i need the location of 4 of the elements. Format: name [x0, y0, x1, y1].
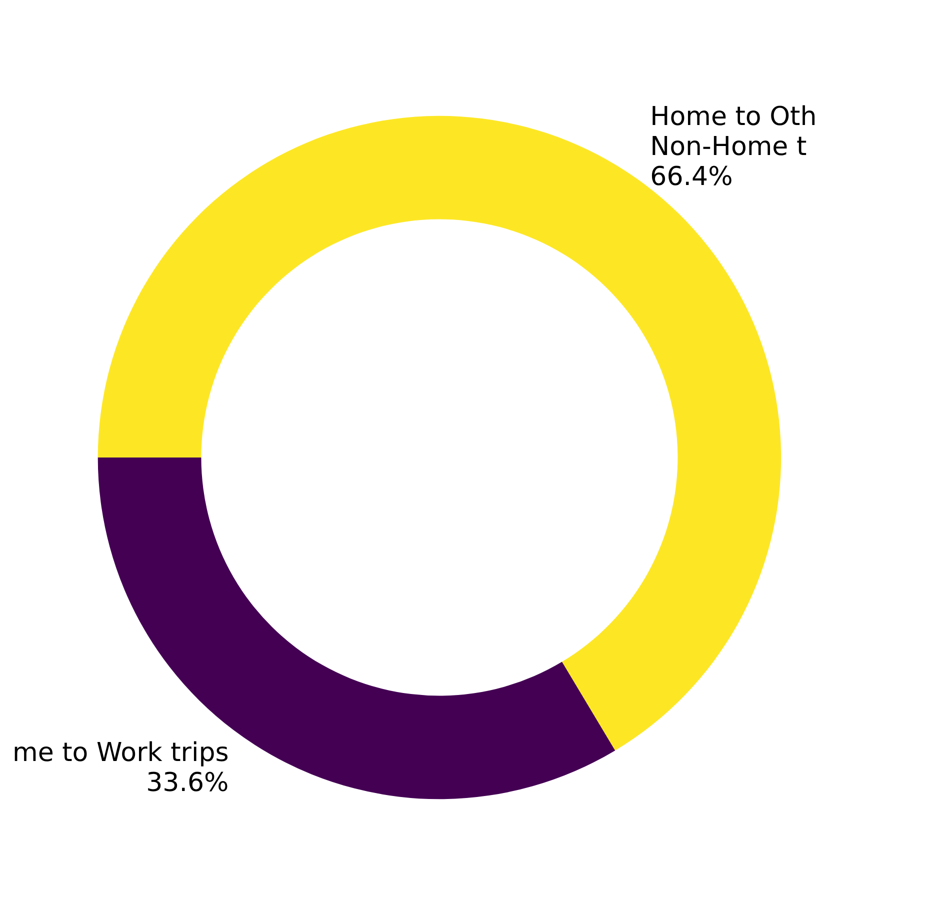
data-label: 33.6%: [146, 768, 229, 798]
slice-label: Home to Oth Non-Home t: [650, 102, 817, 162]
data-label: 66.4%: [650, 162, 733, 192]
slice-label: me to Work trips: [12, 738, 229, 768]
